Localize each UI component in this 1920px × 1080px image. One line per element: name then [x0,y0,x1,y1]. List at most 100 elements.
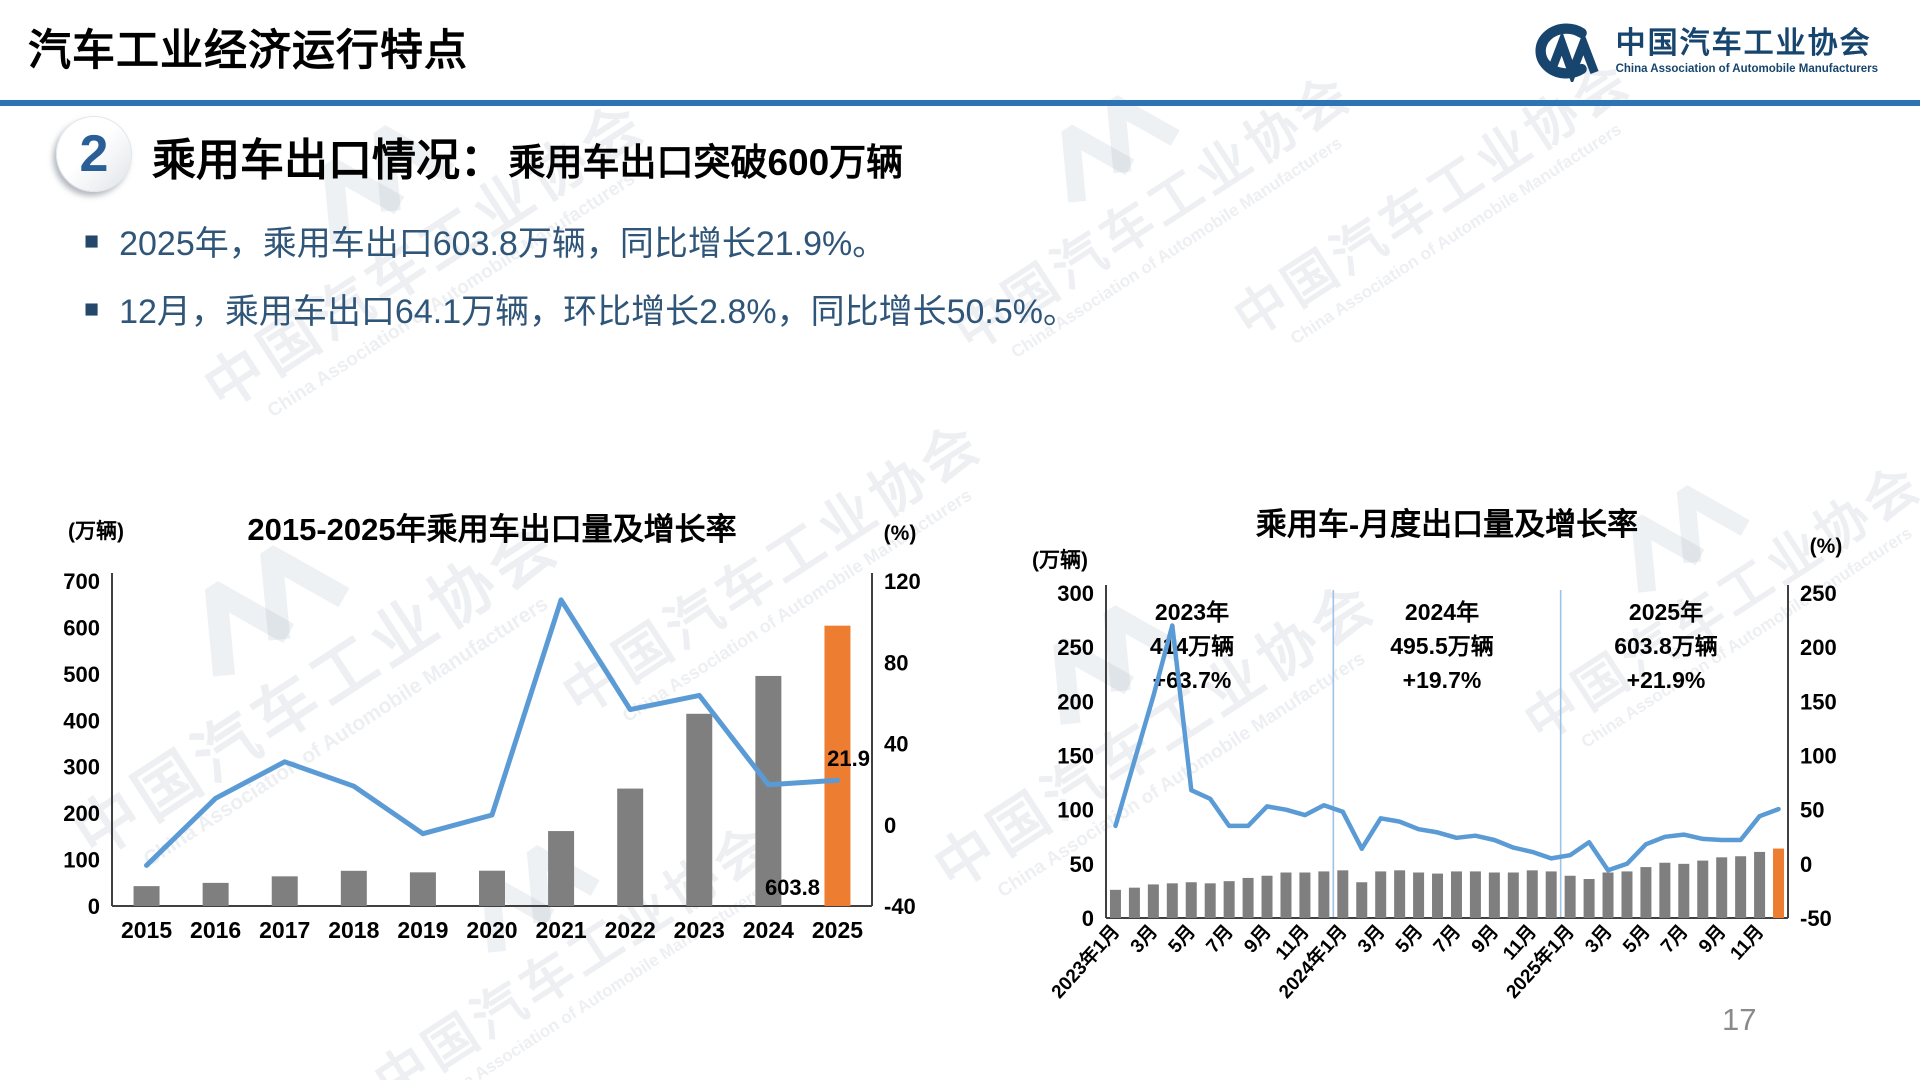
x-axis-label: 3月 [1581,921,1616,957]
caam-logo: 中国汽车工业协会 China Association of Automobile… [1518,20,1878,82]
bar [1697,860,1709,918]
section-number: 2 [79,125,109,183]
bullet-item: ■ 12月，乘用车出口64.1万辆，环比增长2.8%，同比增长50.5%。 [84,290,1077,334]
x-axis-label: 2022 [605,917,656,943]
bar [1375,871,1387,918]
page-number: 17 [1722,1002,1757,1037]
right-axis-tick: 120 [884,569,921,594]
bar [479,870,505,906]
annotation-text: +19.7% [1403,667,1482,693]
right-axis-tick: 0 [884,813,896,838]
left-axis-tick: 400 [63,708,100,733]
left-axis-tick: 700 [63,569,100,594]
bar [1128,887,1140,918]
right-axis-tick: 0 [1800,852,1812,877]
bar [1432,873,1444,918]
bullet-item: ■ 2025年，乘用车出口603.8万辆，同比增长21.9%。 [84,222,1077,266]
bar [1166,883,1178,918]
annotation-text: 603.8万辆 [1614,633,1718,659]
right-axis-unit: (%) [884,522,917,545]
bar [133,886,160,906]
x-axis-label: 9月 [1695,921,1730,957]
x-axis-label: 2017 [259,917,310,943]
bar [1716,857,1728,918]
bar [1621,871,1633,918]
bar [1223,881,1235,918]
bar [1602,872,1614,918]
x-axis-label: 3月 [1354,921,1389,957]
x-axis-label: 2023年1月 [1046,920,1124,1003]
bullet-text: 2025年，乘用车出口603.8万辆，同比增长21.9%。 [119,225,887,263]
left-axis-tick: 600 [63,615,100,640]
section-number-badge: 2 [56,116,132,192]
bar [1299,872,1311,918]
annotation-text: 2024年 [1405,599,1479,625]
bar [755,675,782,906]
left-axis-unit: (万辆) [68,519,124,543]
annotation-text: +21.9% [1627,667,1706,693]
right-axis-tick: -50 [1800,906,1832,931]
left-axis-tick: 100 [1057,798,1094,823]
left-axis-tick: 50 [1070,852,1094,877]
left-axis-unit: (万辆) [1032,548,1088,572]
x-axis-label: 3月 [1127,921,1162,957]
x-axis-label: 5月 [1165,921,1200,957]
bar [1356,882,1368,918]
x-axis-label: 11月 [1727,921,1769,964]
bar [1261,875,1273,918]
x-axis-label: 5月 [1619,921,1654,957]
bar [1659,862,1671,918]
bullet-list: ■ 2025年，乘用车出口603.8万辆，同比增长21.9%。 ■ 12月，乘用… [84,222,1077,358]
section-heading-sub: 乘用车出口突破600万辆 [508,142,904,183]
data-point-label: 21.9 [827,746,870,771]
left-axis-tick: 200 [1057,689,1094,714]
x-axis-label: 2020 [466,917,517,943]
bar [1318,871,1330,918]
chart-title: 乘用车-月度出口量及增长率 [1256,507,1638,542]
bar [1469,871,1481,918]
right-axis-tick: 250 [1800,581,1837,606]
right-axis-unit: (%) [1810,535,1843,558]
right-axis-tick: 100 [1800,744,1837,769]
bar [1450,871,1462,918]
bar [340,870,367,906]
bar [1507,872,1519,918]
right-axis-tick: 40 [884,732,908,757]
bar [1185,882,1197,918]
bar [1242,877,1254,918]
bar [1147,884,1159,918]
bullet-text: 12月，乘用车出口64.1万辆，环比增长2.8%，同比增长50.5%。 [119,293,1078,332]
x-axis-label: 2019 [397,917,448,943]
x-axis-label: 2025 [812,917,863,943]
bullet-square-icon: ■ [84,295,100,324]
caam-logo-cn: 中国汽车工业协会 [1615,26,1872,60]
caam-logo-en: China Association of Automobile Manufact… [1615,62,1878,75]
monthly-export-svg: 乘用车-月度出口量及增长率(万辆)(%)2023年414万辆+63.7%2024… [1032,507,1843,1003]
x-axis-label: 2021 [536,917,587,943]
bar [1545,871,1557,918]
right-axis-tick: 150 [1800,689,1837,714]
annotation-text: 495.5万辆 [1390,633,1494,659]
bar [1640,867,1652,918]
x-axis-label: 7月 [1202,921,1237,957]
x-axis-label: 5月 [1392,921,1427,957]
annotation-text: 2025年 [1629,599,1703,625]
x-axis-label: 2024 [743,917,794,943]
x-axis-label: 9月 [1240,921,1275,957]
data-point-label: 603.8 [765,875,820,900]
bars-group [133,625,851,906]
bar [617,788,644,906]
right-axis-tick: 200 [1800,635,1837,660]
bar [1754,851,1766,918]
x-axis-label: 2015 [121,917,172,943]
bar [1678,863,1690,918]
bars-group [1109,848,1785,918]
bar [824,625,851,906]
annotation-text: +63.7% [1153,667,1232,693]
x-axis-label: 2023 [674,917,725,943]
left-axis-tick: 0 [1082,906,1094,931]
left-axis-tick: 250 [1057,635,1094,660]
x-axis-label: 7月 [1430,921,1465,957]
right-chart-monthly-export: 乘用车-月度出口量及增长率 (万辆) (%) 2023年 414万辆 +63.7% 2024… [988,495,1888,1040]
